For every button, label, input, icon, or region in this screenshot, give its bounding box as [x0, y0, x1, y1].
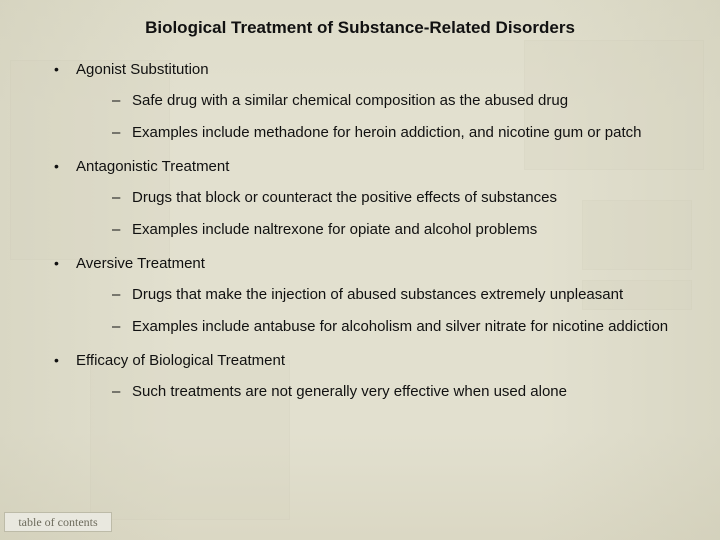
- section-heading: Aversive Treatment: [52, 254, 692, 274]
- toc-label: table of contents: [18, 515, 97, 530]
- bullet-point: Safe drug with a similar chemical compos…: [112, 92, 692, 111]
- bullet-point: Drugs that make the injection of abused …: [112, 286, 692, 305]
- section-heading: Antagonistic Treatment: [52, 157, 692, 177]
- bullet-point: Drugs that block or counteract the posit…: [112, 189, 692, 208]
- bullet-point: Examples include antabuse for alcoholism…: [112, 318, 692, 337]
- slide-title: Biological Treatment of Substance-Relate…: [28, 18, 692, 38]
- section-heading: Efficacy of Biological Treatment: [52, 351, 692, 371]
- bullet-point: Examples include methadone for heroin ad…: [112, 124, 692, 143]
- bullet-point: Examples include naltrexone for opiate a…: [112, 221, 692, 240]
- slide-content: Biological Treatment of Substance-Relate…: [0, 0, 720, 401]
- section-heading: Agonist Substitution: [52, 60, 692, 80]
- bullet-point: Such treatments are not generally very e…: [112, 383, 692, 402]
- bullet-list: Agonist Substitution Safe drug with a si…: [28, 60, 692, 401]
- table-of-contents-button[interactable]: table of contents: [4, 512, 112, 532]
